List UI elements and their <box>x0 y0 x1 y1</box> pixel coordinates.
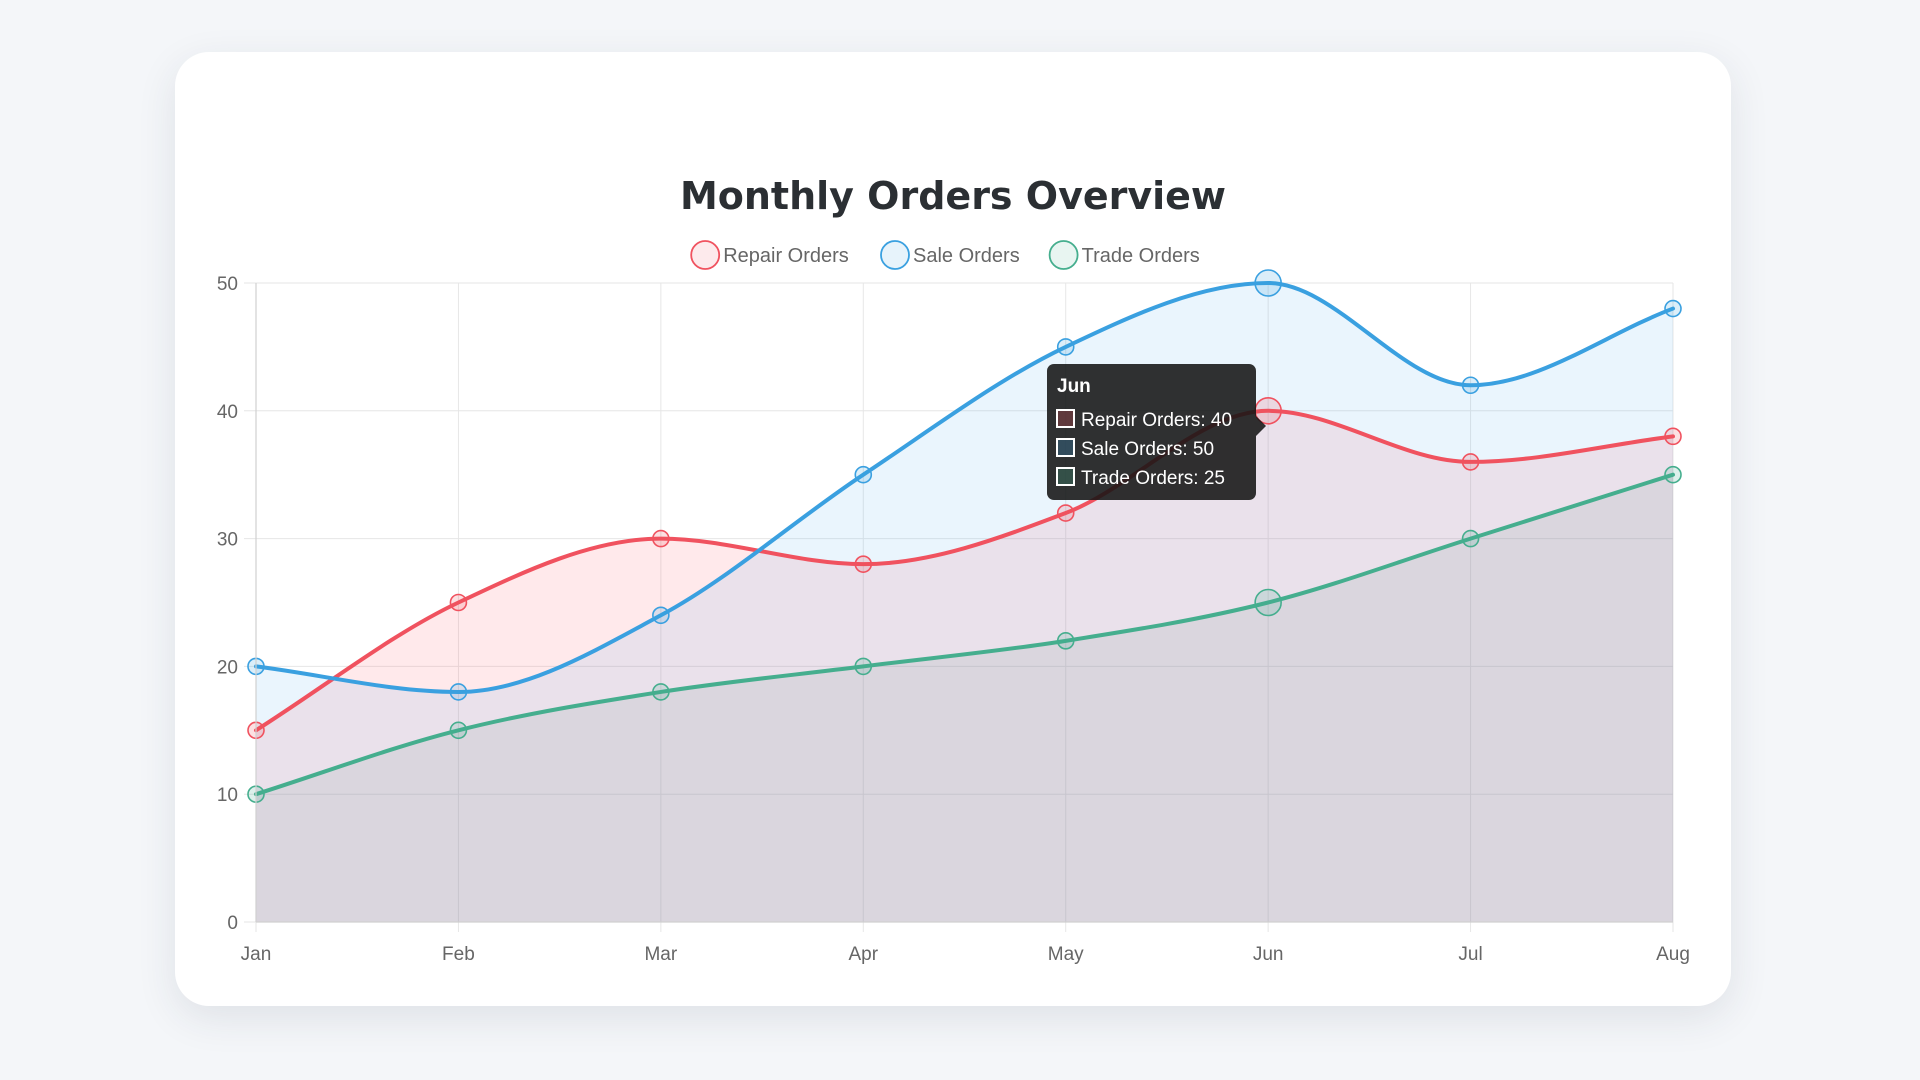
x-tick-label: Mar <box>644 944 677 965</box>
data-point[interactable] <box>1461 529 1480 548</box>
y-tick-label: 30 <box>217 530 238 551</box>
data-point[interactable] <box>652 529 670 548</box>
data-point[interactable] <box>1254 269 1282 297</box>
tooltip-swatch <box>1056 409 1075 428</box>
data-point[interactable] <box>1664 465 1682 484</box>
series-lines <box>254 281 1675 797</box>
legend-swatch[interactable] <box>880 240 910 270</box>
x-tick-label: Aug <box>1656 944 1690 965</box>
y-tick-label: 40 <box>217 402 238 423</box>
chart-card: Monthly Orders Overview <box>175 52 1731 1006</box>
tooltip-line: Repair Orders: 40 <box>1081 410 1232 431</box>
data-point[interactable] <box>1056 504 1075 522</box>
data-point[interactable] <box>1056 338 1075 356</box>
series-line <box>254 472 1675 797</box>
tooltip-title: Jun <box>1057 376 1091 397</box>
data-point[interactable] <box>1056 632 1075 650</box>
tooltip-caret <box>1256 416 1266 436</box>
legend: Repair Orders Sale Orders Trade Orders <box>690 240 1200 270</box>
tooltip-swatch <box>1056 438 1075 457</box>
y-tick-label: 10 <box>217 785 238 806</box>
tooltip-box <box>1047 364 1256 500</box>
data-point[interactable] <box>652 606 670 625</box>
data-point[interactable] <box>449 683 468 701</box>
chart-title: Monthly Orders Overview <box>679 174 1227 218</box>
data-point[interactable] <box>1461 453 1480 471</box>
series-area-fill <box>256 410 1673 922</box>
y-tick-label: 0 <box>227 913 238 934</box>
tooltip-swatch <box>1056 467 1075 486</box>
tooltip-line: Sale Orders: 50 <box>1081 439 1214 460</box>
y-tick-label: 50 <box>217 274 238 295</box>
data-point[interactable] <box>854 465 873 484</box>
legend-label[interactable]: Repair Orders <box>723 245 849 267</box>
tooltip: Jun Repair Orders: 40 Sale Orders: 50 Trade… <box>1047 364 1266 500</box>
data-point[interactable] <box>449 593 468 612</box>
series-line <box>254 408 1675 733</box>
data-point[interactable] <box>1664 427 1682 446</box>
data-point[interactable] <box>449 721 468 740</box>
axes: 0 10 20 30 40 50 Jan Feb Mar Apr May Jun Jul Aug <box>217 274 1690 965</box>
data-points <box>247 269 1682 804</box>
tooltip-line: Trade Orders: 25 <box>1081 468 1225 489</box>
data-point[interactable] <box>1254 588 1282 617</box>
x-tick-label: Jun <box>1253 944 1284 965</box>
x-tick-label: Feb <box>442 944 475 965</box>
data-point[interactable] <box>1664 299 1682 318</box>
legend-label[interactable]: Trade Orders <box>1082 245 1200 267</box>
legend-label[interactable]: Sale Orders <box>913 245 1020 267</box>
x-tick-label: May <box>1048 944 1084 965</box>
series-area-fill <box>256 474 1673 922</box>
area-fills <box>256 283 1673 922</box>
y-tick-label: 20 <box>217 657 238 678</box>
legend-swatch[interactable] <box>1048 240 1079 270</box>
data-point[interactable] <box>1461 376 1480 395</box>
legend-swatch[interactable] <box>690 240 721 270</box>
series-line <box>254 281 1675 694</box>
series-area-fill <box>256 283 1673 922</box>
data-point[interactable] <box>652 683 670 701</box>
x-tick-label: Apr <box>848 944 878 965</box>
x-tick-label: Jan <box>241 944 272 965</box>
data-point[interactable] <box>854 657 873 676</box>
x-tick-label: Jul <box>1458 944 1482 965</box>
data-point[interactable] <box>854 555 873 573</box>
